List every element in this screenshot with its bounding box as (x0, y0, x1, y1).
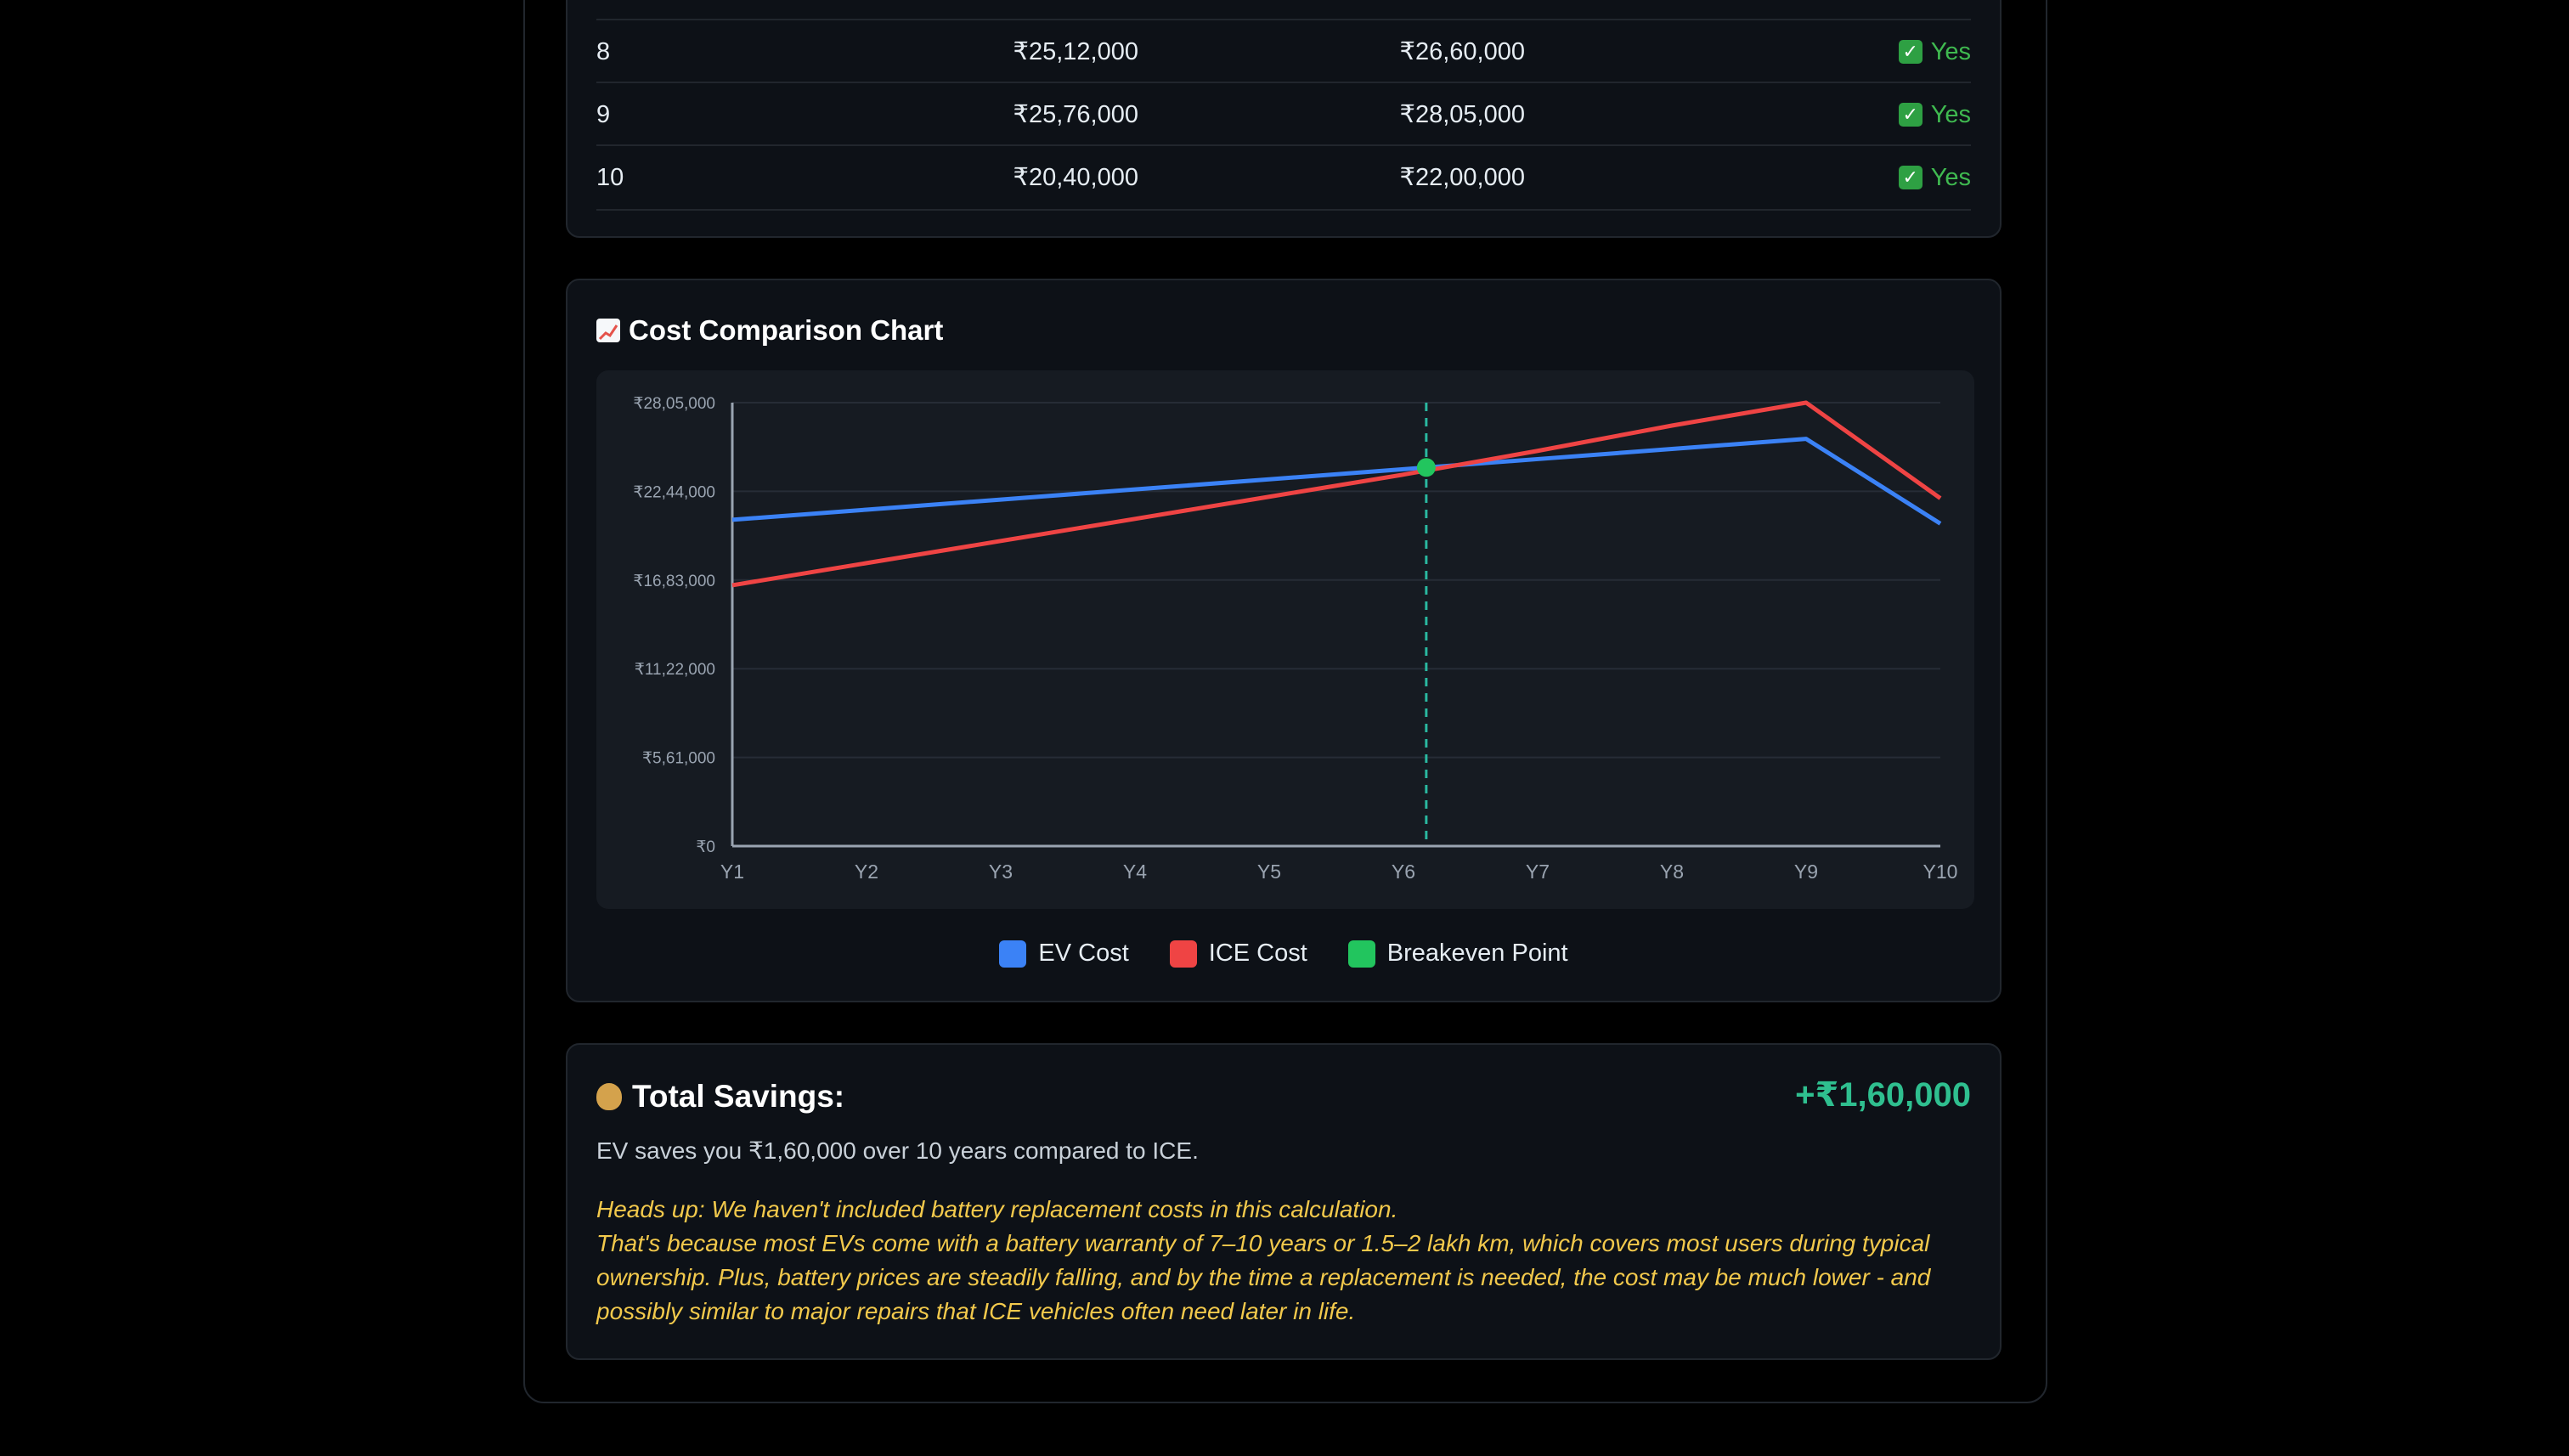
chart-increasing-icon (596, 319, 620, 342)
ice-cost-cell: ₹28,05,000 (1399, 101, 1525, 128)
y-tick-label: ₹22,44,000 (633, 483, 715, 501)
ev-cost-cell: ₹25,12,000 (1013, 38, 1138, 65)
x-tick-label: Y8 (1660, 861, 1684, 883)
chart-legend: EV Cost ICE Cost Breakeven Point (567, 940, 2000, 968)
breakeven-label: Yes (1930, 101, 1971, 128)
legend-swatch-ev (999, 940, 1027, 968)
savings-title: Total Savings: (596, 1079, 844, 1115)
table-row: 8 ₹25,12,000 ₹26,60,000 ✓ Yes (596, 19, 1971, 83)
y-tick-label: ₹16,83,000 (633, 573, 715, 590)
battery-note-line2: That's because most EVs come with a batt… (596, 1230, 1931, 1324)
x-tick-label: Y3 (989, 861, 1013, 883)
x-tick-label: Y6 (1392, 861, 1415, 883)
chart-title: Cost Comparison Chart (596, 314, 943, 347)
breakeven-cell: ✓ Yes (1898, 146, 1971, 209)
ev-cost-cell: ₹25,76,000 (1013, 101, 1138, 128)
year-cell: 10 (596, 164, 624, 191)
total-savings-card: Total Savings: +₹1,60,000 EV saves you ₹… (566, 1043, 2002, 1360)
savings-amount: +₹1,60,000 (1795, 1076, 1971, 1114)
yearly-comparison-table: 8 ₹25,12,000 ₹26,60,000 ✓ Yes 9 ₹25,76,0… (566, 0, 2002, 238)
legend-swatch-breakeven (1347, 940, 1375, 968)
battery-note: Heads up: We haven't included battery re… (596, 1193, 1973, 1329)
legend-item-breakeven[interactable]: Breakeven Point (1347, 940, 1568, 968)
cost-comparison-chart-card: Cost Comparison Chart ₹0 ₹5,61,000 ₹11,22,… (566, 279, 2002, 1002)
ev-cost-cell: ₹20,40,000 (1013, 164, 1138, 191)
legend-item-ev[interactable]: EV Cost (999, 940, 1129, 968)
x-tick-label: Y1 (720, 861, 744, 883)
savings-title-text: Total Savings: (632, 1079, 845, 1114)
chart-plot-area: ₹0 ₹5,61,000 ₹11,22,000 ₹16,83,000 ₹22,44,00… (596, 370, 1974, 909)
x-tick-label: Y2 (855, 861, 878, 883)
year-cell: 9 (596, 101, 611, 128)
series-line-ev (731, 437, 1942, 526)
breakeven-label: Yes (1930, 38, 1971, 65)
money-bag-icon (596, 1083, 622, 1110)
battery-note-line1: Heads up: We haven't included battery re… (596, 1196, 1398, 1222)
legend-label-ev: EV Cost (1038, 940, 1129, 967)
legend-item-ice[interactable]: ICE Cost (1169, 940, 1307, 968)
chart-title-text: Cost Comparison Chart (629, 314, 944, 346)
check-icon: ✓ (1898, 40, 1923, 64)
table-row: 10 ₹20,40,000 ₹22,00,000 ✓ Yes (596, 144, 1971, 211)
table-row: 9 ₹25,76,000 ₹28,05,000 ✓ Yes (596, 82, 1971, 146)
x-tick-label: Y10 (1923, 861, 1958, 883)
x-tick-label: Y9 (1794, 861, 1818, 883)
x-tick-label: Y7 (1526, 861, 1550, 883)
line-chart: ₹0 ₹5,61,000 ₹11,22,000 ₹16,83,000 ₹22,44,00… (633, 395, 1958, 883)
y-tick-label: ₹0 (696, 838, 715, 856)
breakeven-cell: ✓ Yes (1898, 20, 1971, 83)
series-line-ice (731, 400, 1942, 588)
breakeven-label: Yes (1930, 164, 1971, 191)
y-tick-label: ₹28,05,000 (633, 395, 715, 413)
check-icon: ✓ (1898, 166, 1923, 189)
x-tick-label: Y5 (1257, 861, 1281, 883)
ice-cost-cell: ₹22,00,000 (1399, 164, 1525, 191)
legend-label-breakeven: Breakeven Point (1386, 940, 1568, 967)
savings-description: EV saves you ₹1,60,000 over 10 years com… (596, 1137, 1199, 1164)
year-cell: 8 (596, 38, 611, 65)
ice-cost-cell: ₹26,60,000 (1399, 38, 1525, 65)
legend-swatch-ice (1169, 940, 1197, 968)
y-tick-label: ₹11,22,000 (635, 661, 715, 679)
y-tick-label: ₹5,61,000 (642, 750, 715, 768)
check-icon: ✓ (1898, 103, 1923, 127)
breakeven-cell: ✓ Yes (1898, 83, 1971, 146)
x-tick-label: Y4 (1123, 861, 1147, 883)
breakeven-point (1416, 458, 1436, 477)
legend-label-ice: ICE Cost (1208, 940, 1307, 967)
